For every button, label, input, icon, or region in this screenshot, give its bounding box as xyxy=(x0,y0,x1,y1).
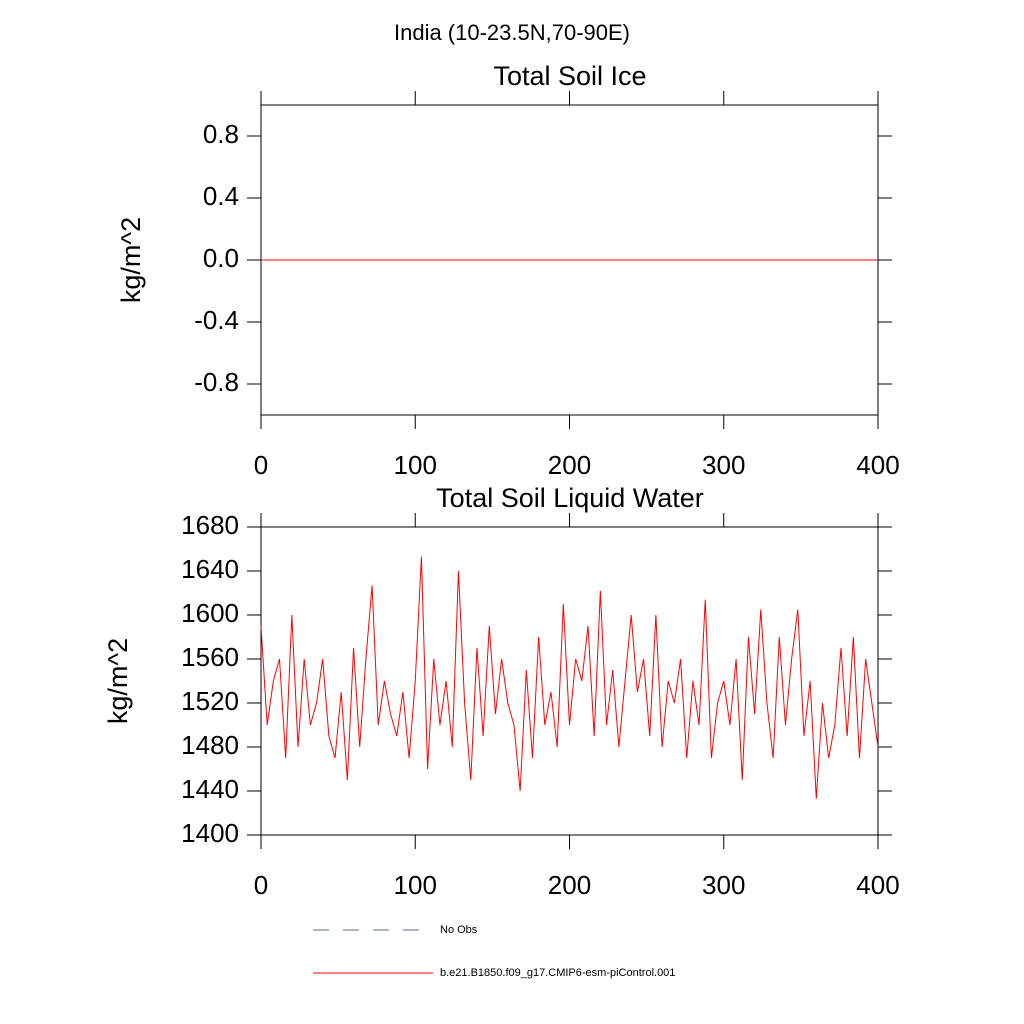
x-tick-label: 300 xyxy=(702,450,745,480)
y-tick-label: 1600 xyxy=(181,598,239,628)
x-tick-label: 100 xyxy=(394,870,437,900)
x-tick-label: 400 xyxy=(856,450,899,480)
x-tick-label: 200 xyxy=(548,450,591,480)
x-tick-label: 400 xyxy=(856,870,899,900)
plot-frame xyxy=(260,526,879,836)
y-tick-label: 1440 xyxy=(181,774,239,804)
y-tick-label: -0.4 xyxy=(194,305,239,335)
y-tick-label: 0.8 xyxy=(203,119,239,149)
y-tick-label: 0.4 xyxy=(203,181,239,211)
y-axis-label: kg/m^2 xyxy=(103,638,133,724)
legend-label: b.e21.B1850.f09_g17.CMIP6-esm-piControl.… xyxy=(440,967,675,979)
x-tick-label: 100 xyxy=(394,450,437,480)
y-tick-label: -0.8 xyxy=(194,367,239,397)
y-axis-label: kg/m^2 xyxy=(116,217,146,303)
y-tick-label: 0.0 xyxy=(203,243,239,273)
y-tick-label: 1520 xyxy=(181,686,239,716)
y-tick-label: 1400 xyxy=(181,818,239,848)
x-tick-label: 200 xyxy=(548,870,591,900)
panel-title: Total Soil Liquid Water xyxy=(436,483,704,513)
y-tick-label: 1640 xyxy=(181,554,239,584)
y-tick-label: 1680 xyxy=(181,510,239,540)
y-tick-label: 1560 xyxy=(181,642,239,672)
data-line xyxy=(260,556,879,799)
legend-label: No Obs xyxy=(440,924,478,936)
x-tick-label: 300 xyxy=(702,870,745,900)
x-tick-label: 0 xyxy=(254,450,268,480)
x-tick-label: 0 xyxy=(254,870,268,900)
panel-title: Total Soil Ice xyxy=(493,61,646,91)
y-tick-label: 1480 xyxy=(181,730,239,760)
main-title: India (10-23.5N,70-90E) xyxy=(394,20,630,45)
